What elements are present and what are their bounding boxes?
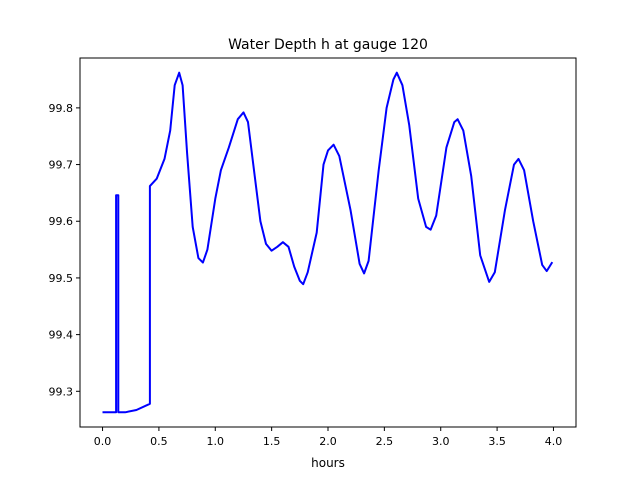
chart-title: Water Depth h at gauge 120 — [228, 37, 428, 53]
x-tick-label: 2.5 — [376, 435, 394, 448]
series-line-h — [102, 71, 554, 414]
y-tick-label: 99.7 — [49, 159, 74, 172]
x-tick-label: 3.5 — [488, 435, 506, 448]
x-tick-label: 0.5 — [150, 435, 168, 448]
x-tick-label: 2.0 — [319, 435, 337, 448]
x-tick-label: 3.0 — [432, 435, 450, 448]
x-tick-label: 0.0 — [94, 435, 112, 448]
plot-frame — [79, 57, 577, 428]
x-tick-label: 1.5 — [263, 435, 281, 448]
y-tick-label: 99.4 — [49, 329, 74, 342]
y-tick-label: 99.5 — [49, 272, 74, 285]
y-tick-label: 99.8 — [49, 102, 74, 115]
x-tick-label: 1.0 — [207, 435, 225, 448]
y-tick-label: 99.3 — [49, 385, 74, 398]
y-tick-label: 99.6 — [49, 215, 74, 228]
x-axis-label: hours — [311, 456, 345, 470]
x-tick-label: 4.0 — [545, 435, 563, 448]
